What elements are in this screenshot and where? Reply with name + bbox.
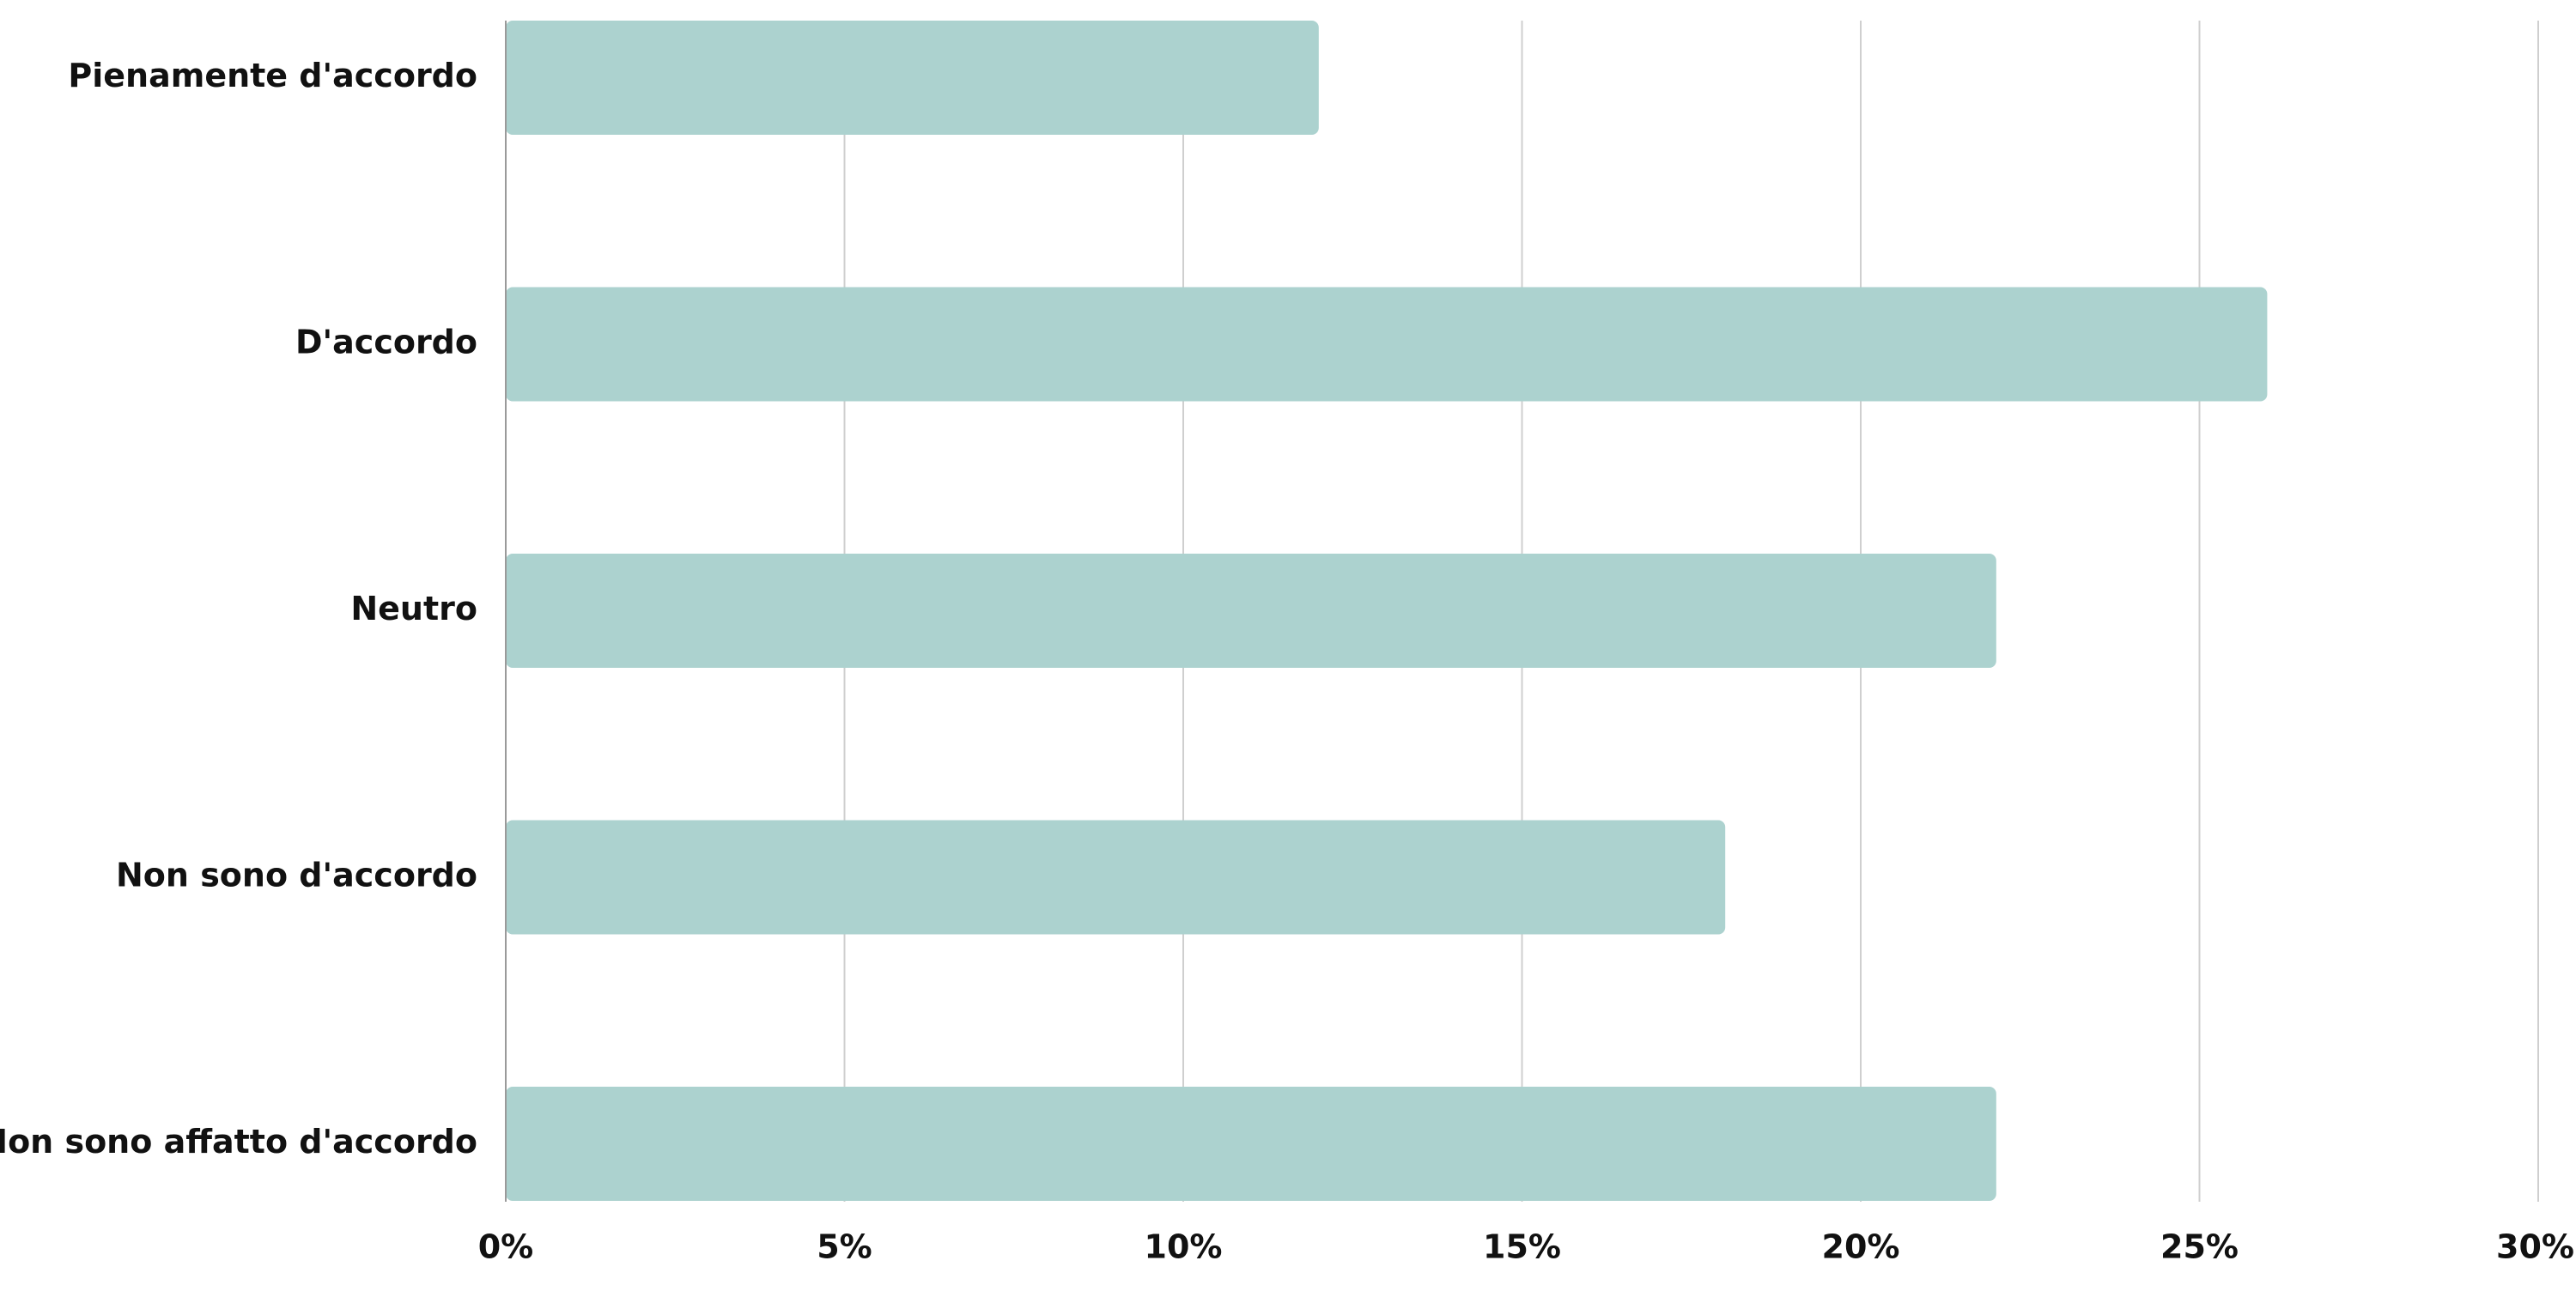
bar xyxy=(506,21,1319,135)
category-labels: Pienamente d'accordo D'accordo Neutro Non s… xyxy=(0,57,477,1161)
bar xyxy=(506,1087,1996,1201)
x-tick-label: 0% xyxy=(478,1228,534,1266)
category-label: D'accordo xyxy=(295,324,477,361)
x-tick-label: 25% xyxy=(2160,1228,2239,1266)
x-tick-label: 20% xyxy=(1822,1228,1900,1266)
x-tick-label: 30% xyxy=(2496,1228,2574,1266)
category-label: Non sono affatto d'accordo xyxy=(0,1123,477,1161)
category-label: Neutro xyxy=(350,590,477,627)
bar xyxy=(506,820,1726,935)
bar xyxy=(506,554,1996,668)
category-label: Pienamente d'accordo xyxy=(68,57,477,94)
x-tick-label: 5% xyxy=(817,1228,872,1266)
category-label: Non sono d'accordo xyxy=(116,857,477,894)
x-tick-label: 10% xyxy=(1145,1228,1223,1266)
x-tick-label: 15% xyxy=(1483,1228,1561,1266)
bar xyxy=(506,287,2268,402)
x-tick-labels: 0% 5% 10% 15% 20% 25% 30% xyxy=(478,1228,2574,1266)
bars xyxy=(506,21,2268,1201)
